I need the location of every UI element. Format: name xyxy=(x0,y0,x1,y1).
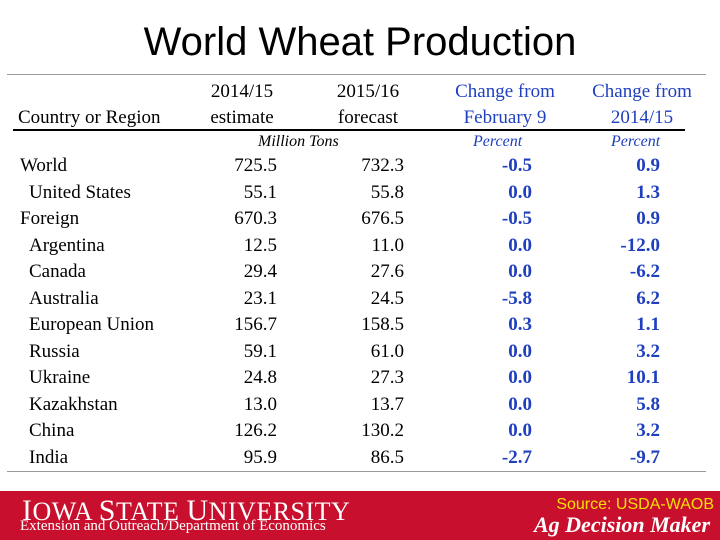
table-row: Foreign 670.3 676.5 -0.5 0.9 xyxy=(0,206,720,232)
header-change-feb-line1: Change from xyxy=(455,81,555,102)
row-change-feb: 0.0 xyxy=(508,340,532,362)
table-row: European Union 156.7 158.5 0.3 1.1 xyxy=(0,312,720,338)
row-estimate: 725.5 xyxy=(234,155,277,176)
row-name: Argentina xyxy=(29,234,105,256)
header-change-yr-line1: Change from xyxy=(592,81,692,102)
row-name: Foreign xyxy=(20,208,80,229)
row-forecast: 61.0 xyxy=(370,340,404,362)
row-estimate: 156.7 xyxy=(234,314,277,335)
header-estimate-line1: 2014/15 xyxy=(210,81,274,102)
row-forecast: 11.0 xyxy=(371,234,404,256)
brand-text: Ag Decision Maker xyxy=(534,512,710,537)
row-estimate: 29.4 xyxy=(243,261,277,282)
university-name: IOWA STATE UNIVERSITY xyxy=(22,494,351,527)
row-estimate: 24.8 xyxy=(243,367,277,388)
table-row: United States 55.1 55.8 0.0 1.3 xyxy=(0,180,720,206)
row-forecast: 55.8 xyxy=(370,181,404,203)
row-change-yr: -12.0 xyxy=(620,234,660,256)
row-change-yr: 10.1 xyxy=(626,367,660,388)
row-name: United States xyxy=(29,181,131,203)
row-estimate: 23.1 xyxy=(243,287,277,309)
row-name: Kazakhstan xyxy=(29,393,118,415)
row-estimate: 670.3 xyxy=(234,208,277,229)
source-text: Source: USDA-WAOB xyxy=(556,496,714,513)
row-name: China xyxy=(29,420,75,441)
row-change-feb: -0.5 xyxy=(501,208,532,229)
table-frame xyxy=(7,74,706,472)
row-change-yr: 3.2 xyxy=(636,420,660,441)
row-name: World xyxy=(20,155,68,176)
row-estimate: 12.5 xyxy=(243,234,277,256)
row-change-yr: 3.2 xyxy=(636,340,660,362)
row-change-feb: 0.3 xyxy=(508,314,532,335)
table-row: Kazakhstan 13.0 13.7 0.0 5.8 xyxy=(0,392,720,418)
row-change-feb: -0.5 xyxy=(501,155,532,176)
row-name: Ukraine xyxy=(29,367,91,388)
row-forecast: 27.6 xyxy=(370,261,404,282)
row-name: European Union xyxy=(29,314,155,335)
row-change-yr: 5.8 xyxy=(636,393,660,415)
unit-percent-2: Percent xyxy=(611,133,661,150)
header-change-feb-line2: February 9 xyxy=(463,107,547,128)
row-name: India xyxy=(29,446,69,468)
row-change-feb: 0.0 xyxy=(508,181,532,203)
row-change-yr: 1.3 xyxy=(636,181,660,203)
table-row: Australia 23.1 24.5 -5.8 6.2 xyxy=(0,286,720,312)
row-change-yr: -6.2 xyxy=(629,261,660,282)
row-forecast: 24.5 xyxy=(370,287,404,309)
row-name: Canada xyxy=(29,261,86,282)
header-forecast-line1: 2015/16 xyxy=(336,81,400,102)
row-change-feb: 0.0 xyxy=(508,234,532,256)
row-forecast: 13.7 xyxy=(370,393,404,415)
table-row: Russia 59.1 61.0 0.0 3.2 xyxy=(0,339,720,365)
row-forecast: 676.5 xyxy=(361,208,404,229)
table-row: China 126.2 130.2 0.0 3.2 xyxy=(0,418,720,444)
row-change-yr: -9.7 xyxy=(629,446,660,468)
row-change-feb: 0.0 xyxy=(508,393,532,415)
row-name: Australia xyxy=(29,287,99,309)
table-row: Argentina 12.5 11.0 0.0 -12.0 xyxy=(0,233,720,259)
row-estimate: 95.9 xyxy=(243,446,277,468)
row-forecast: 732.3 xyxy=(361,155,404,176)
department-text: Extension and Outreach/Department of Eco… xyxy=(20,518,326,534)
slide-title: World Wheat Production xyxy=(143,20,577,64)
row-change-feb: -2.7 xyxy=(501,446,532,468)
row-change-feb: 0.0 xyxy=(508,420,532,441)
footer-bar xyxy=(0,491,720,540)
row-forecast: 86.5 xyxy=(370,446,404,468)
row-estimate: 126.2 xyxy=(234,420,277,441)
row-estimate: 13.0 xyxy=(243,393,277,415)
row-estimate: 55.1 xyxy=(243,181,277,203)
header-rule xyxy=(13,129,685,131)
header-forecast-line2: forecast xyxy=(337,107,399,128)
row-change-feb: 0.0 xyxy=(508,367,532,388)
row-forecast: 27.3 xyxy=(370,367,404,388)
row-change-feb: -5.8 xyxy=(501,287,532,309)
unit-percent-1: Percent xyxy=(473,133,523,150)
row-forecast: 130.2 xyxy=(361,420,404,441)
row-name: Russia xyxy=(29,340,80,362)
table-row: Canada 29.4 27.6 0.0 -6.2 xyxy=(0,259,720,285)
row-change-yr: 0.9 xyxy=(636,155,660,176)
header-estimate-line2: estimate xyxy=(210,107,274,128)
row-estimate: 59.1 xyxy=(243,340,277,362)
row-forecast: 158.5 xyxy=(361,314,404,335)
unit-million-tons: Million Tons xyxy=(258,133,339,150)
row-change-yr: 6.2 xyxy=(636,287,660,309)
table-row: India 95.9 86.5 -2.7 -9.7 xyxy=(0,445,720,471)
row-change-yr: 1.1 xyxy=(636,314,660,335)
header-change-yr-line2: 2014/15 xyxy=(610,107,674,128)
row-change-feb: 0.0 xyxy=(508,261,532,282)
table-row: Ukraine 24.8 27.3 0.0 10.1 xyxy=(0,365,720,391)
header-country: Country or Region xyxy=(18,107,161,128)
row-change-yr: 0.9 xyxy=(636,208,660,229)
table-row: World 725.5 732.3 -0.5 0.9 xyxy=(0,153,720,179)
